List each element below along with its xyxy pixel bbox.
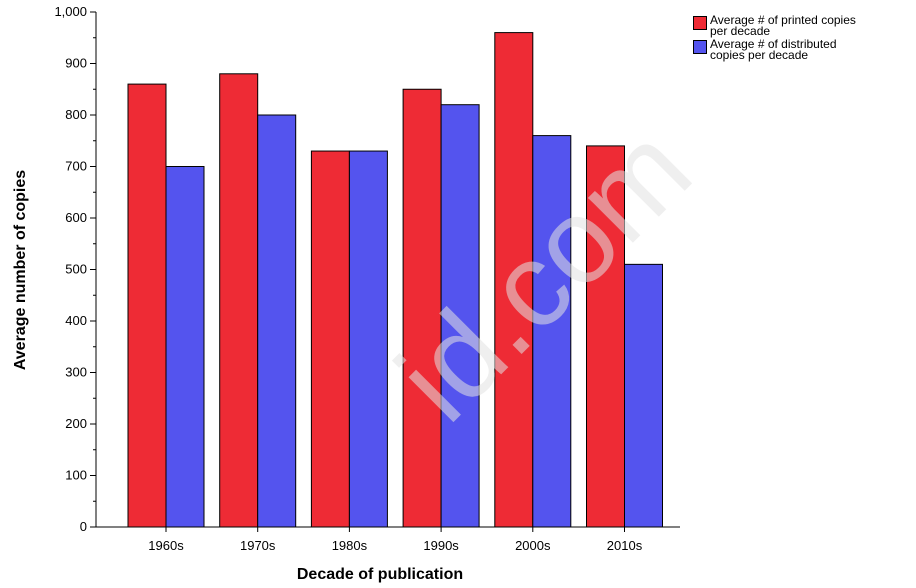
x-tick-label: 1980s xyxy=(332,538,368,553)
x-tick-label: 2010s xyxy=(607,538,643,553)
bar-2000s-distributed xyxy=(532,135,572,528)
y-tick-label: 600 xyxy=(65,210,87,225)
legend-label-distributed: Average # of distributed copies per deca… xyxy=(710,37,837,62)
x-tick-label: 1960s xyxy=(148,538,184,553)
legend-swatch-printed xyxy=(693,16,707,30)
bars xyxy=(127,32,663,528)
legend-label-printed-line1: Average # of printed copies xyxy=(710,13,856,27)
x-axis-title: Decade of publication xyxy=(297,566,463,583)
legend-item-printed: Average # of printed copies per decade xyxy=(693,13,903,38)
x-axis: 1960s 1970s 1980s 1990s 2000s 2010s xyxy=(96,526,680,553)
y-tick-label: 900 xyxy=(65,56,87,71)
y-tick-label: 400 xyxy=(65,313,87,328)
y-tick-label: 0 xyxy=(80,519,87,534)
y-tick-label: 500 xyxy=(65,262,87,277)
bar-2010s-distributed xyxy=(624,263,663,528)
legend: Average # of printed copies per decade A… xyxy=(693,13,903,63)
legend-label-printed-line2: per decade xyxy=(710,24,771,38)
x-tick-label: 1990s xyxy=(423,538,459,553)
bar-1990s-printed xyxy=(402,88,442,528)
y-tick-label: 200 xyxy=(65,416,87,431)
legend-label-distributed-line2: copies per decade xyxy=(710,48,809,62)
bar-1990s-distributed xyxy=(440,104,480,528)
y-axis-title: Average number of copies xyxy=(12,170,29,370)
bar-1980s-distributed xyxy=(348,150,388,528)
bar-1980s-printed xyxy=(310,150,350,528)
y-tick-label: 800 xyxy=(65,107,87,122)
y-tick-label: 1,000 xyxy=(54,4,87,19)
legend-label-distributed-line1: Average # of distributed xyxy=(710,37,837,51)
x-tick-label: 1970s xyxy=(240,538,276,553)
bar-1960s-printed xyxy=(127,83,167,528)
y-tick-label: 700 xyxy=(65,159,87,174)
bar-1970s-distributed xyxy=(257,114,297,528)
y-tick-label: 100 xyxy=(65,468,87,483)
legend-label-printed: Average # of printed copies per decade xyxy=(710,13,856,38)
legend-item-distributed: Average # of distributed copies per deca… xyxy=(693,37,903,62)
bar-1960s-distributed xyxy=(165,166,205,528)
y-axis: 0 100 200 300 400 500 600 700 800 900 1,000 xyxy=(54,4,97,534)
x-tick-label: 2000s xyxy=(515,538,551,553)
bar-2000s-printed xyxy=(494,32,534,528)
legend-swatch-distributed xyxy=(693,40,707,54)
bar-1970s-printed xyxy=(219,73,259,528)
bar-2010s-printed xyxy=(586,145,625,528)
y-tick-label: 300 xyxy=(65,365,87,380)
